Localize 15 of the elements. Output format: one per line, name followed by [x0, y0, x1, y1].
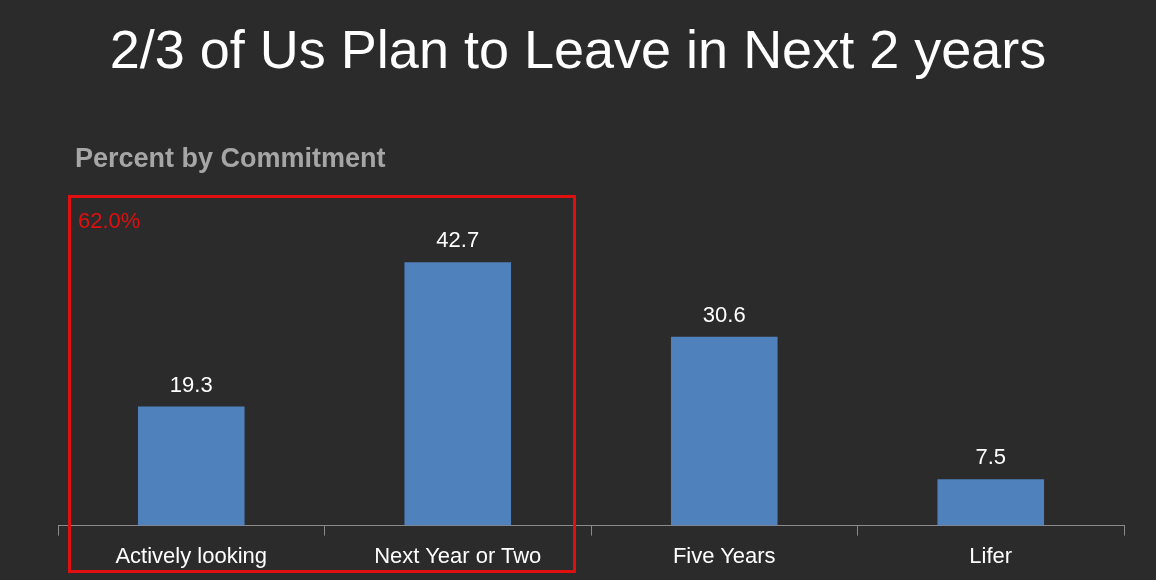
bar — [670, 336, 778, 526]
x-tick-label: Five Years — [672, 542, 776, 568]
bar — [937, 479, 1045, 526]
data-label: 19.3 — [169, 371, 213, 397]
bar — [404, 262, 512, 526]
x-tick-label: Next Year or Two — [374, 542, 542, 568]
text: 62.0% — [78, 208, 141, 234]
x-tick-label: Actively looking — [115, 542, 268, 568]
data-label: 42.7 — [436, 227, 480, 253]
data-label: 7.5 — [975, 444, 1007, 470]
chart-subtitle: Percent by Commitment — [75, 143, 386, 174]
bar — [137, 406, 245, 526]
data-label: 30.6 — [702, 301, 746, 327]
chart-title: 2/3 of Us Plan to Leave in Next 2 years — [108, 18, 1048, 80]
x-tick-label: Lifer — [969, 542, 1013, 568]
